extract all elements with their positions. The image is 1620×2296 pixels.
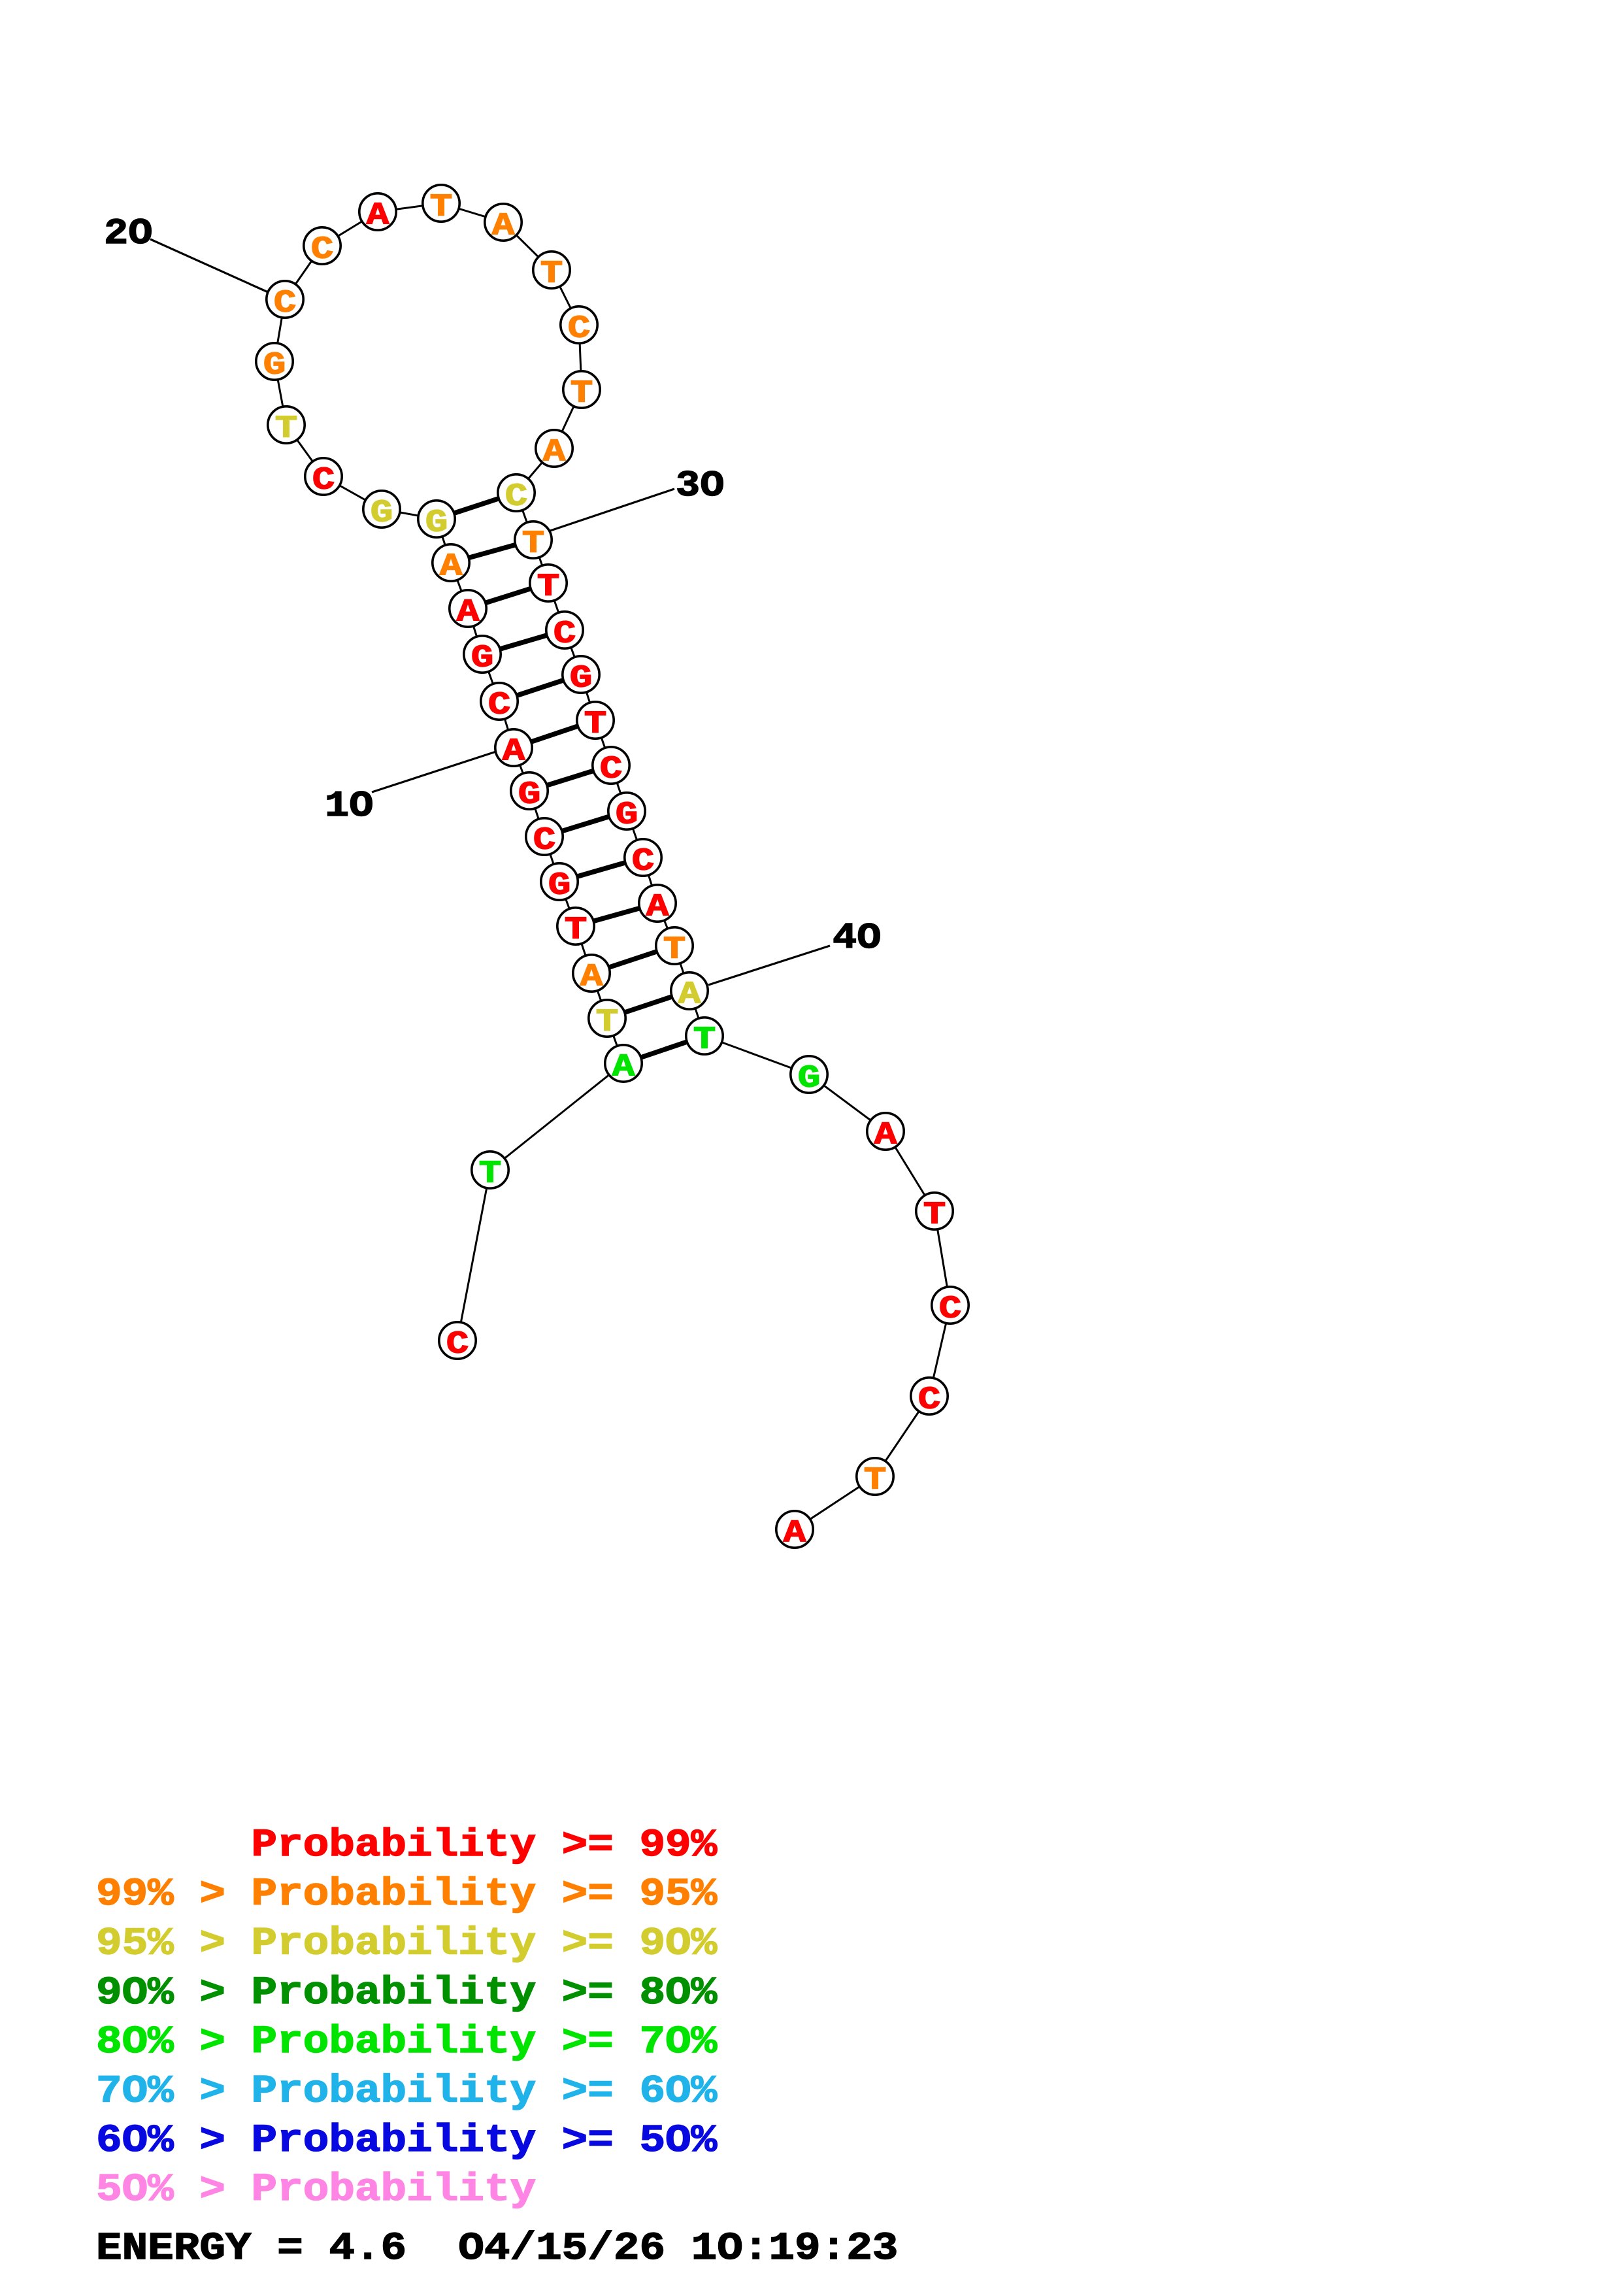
svg-text:Probability >= 99%: Probability >= 99% [96, 1823, 718, 1867]
svg-text:A: A [612, 1050, 635, 1085]
svg-text:T: T [864, 1463, 887, 1498]
svg-text:A: A [492, 208, 515, 244]
svg-text:C: C [488, 688, 511, 723]
svg-text:C: C [600, 752, 623, 787]
svg-text:T: T [596, 1005, 619, 1040]
svg-text:A: A [874, 1118, 897, 1153]
svg-text:A: A [646, 890, 669, 925]
svg-text:T: T [663, 932, 686, 967]
svg-text:6O% > Probability >= 5O%: 6O% > Probability >= 5O% [96, 2119, 718, 2163]
svg-text:C: C [568, 311, 591, 346]
svg-text:A: A [784, 1516, 806, 1551]
svg-text:T: T [522, 526, 545, 561]
svg-text:8O% > Probability >= 7O%: 8O% > Probability >= 7O% [96, 2020, 718, 2064]
svg-text:G: G [425, 505, 448, 541]
svg-text:3O: 3O [676, 465, 724, 507]
svg-text:A: A [457, 595, 480, 630]
svg-text:4O: 4O [833, 918, 881, 959]
svg-text:9O% > Probability >= 8O%: 9O% > Probability >= 8O% [96, 1971, 718, 2015]
svg-text:T: T [565, 912, 587, 948]
svg-text:A: A [440, 549, 463, 584]
svg-text:G: G [263, 348, 286, 383]
svg-text:T: T [570, 376, 593, 411]
svg-text:T: T [584, 707, 607, 742]
svg-text:G: G [548, 868, 571, 903]
svg-text:C: C [311, 232, 334, 267]
svg-text:5O% > Probability: 5O% > Probability [96, 2168, 536, 2212]
svg-text:T: T [275, 411, 298, 446]
svg-text:G: G [518, 777, 541, 812]
svg-text:A: A [503, 734, 525, 769]
svg-text:C: C [918, 1382, 941, 1418]
svg-text:G: G [570, 661, 593, 696]
svg-text:95% > Probability >= 9O%: 95% > Probability >= 9O% [96, 1922, 718, 1965]
svg-text:C: C [939, 1291, 962, 1327]
svg-text:C: C [312, 463, 335, 498]
svg-text:G: G [616, 797, 638, 833]
svg-text:T: T [693, 1022, 716, 1057]
svg-text:A: A [678, 977, 701, 1012]
svg-text:ENERGY = 4.6 O4/15/26 1O:19:2: ENERGY = 4.6 O4/15/26 1O:19:23 [96, 2227, 898, 2271]
svg-text:2O: 2O [104, 213, 152, 254]
svg-text:99% > Probability >= 95%: 99% > Probability >= 95% [96, 1872, 718, 1916]
svg-text:A: A [543, 435, 566, 470]
svg-text:C: C [632, 844, 655, 879]
svg-text:G: G [371, 495, 393, 531]
svg-text:C: C [505, 479, 528, 514]
svg-text:7O% > Probability >= 6O%: 7O% > Probability >= 6O% [96, 2069, 718, 2113]
svg-text:T: T [430, 190, 453, 225]
svg-text:C: C [554, 616, 576, 652]
svg-text:C: C [446, 1327, 469, 1362]
svg-text:G: G [798, 1061, 821, 1096]
svg-text:T: T [540, 256, 563, 291]
svg-text:T: T [479, 1156, 502, 1191]
svg-text:T: T [923, 1197, 946, 1233]
svg-text:A: A [367, 198, 389, 233]
svg-text:T: T [537, 569, 560, 605]
svg-text:1O: 1O [325, 786, 373, 827]
svg-text:C: C [533, 823, 556, 858]
svg-text:G: G [471, 641, 494, 676]
svg-text:C: C [274, 286, 297, 321]
svg-text:A: A [580, 959, 603, 995]
